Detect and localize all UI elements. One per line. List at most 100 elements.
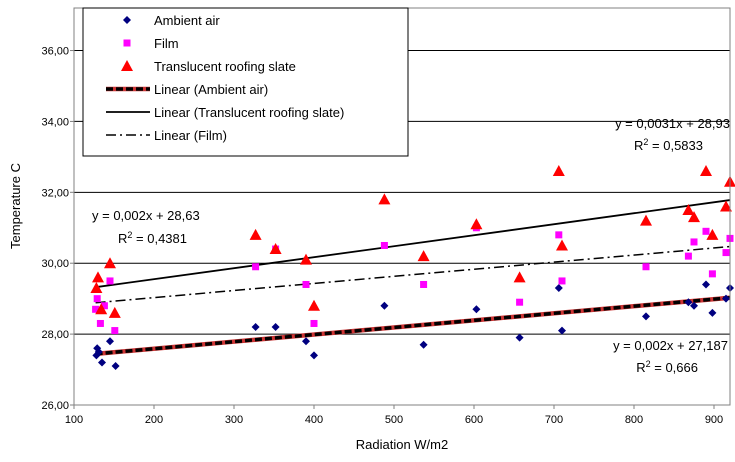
legend-label: Linear (Translucent roofing slate) bbox=[154, 105, 344, 120]
annotation-film-r2-label: R bbox=[118, 231, 127, 246]
data-point-triangle bbox=[308, 299, 320, 311]
annotation-film-eq: y = 0,002x + 28,63 bbox=[92, 208, 200, 223]
data-point-square bbox=[516, 298, 524, 306]
legend-label: Linear (Ambient air) bbox=[154, 82, 268, 97]
data-point-triangle bbox=[706, 228, 719, 240]
x-tick-label: 300 bbox=[225, 414, 243, 426]
annotation-ambient-eq: y = 0,002x + 27,187 bbox=[613, 338, 728, 353]
data-point-triangle bbox=[552, 165, 565, 177]
legend: Ambient air Film Translucent roofing slate… bbox=[82, 7, 409, 157]
data-point-triangle bbox=[90, 282, 103, 294]
data-point-diamond bbox=[419, 340, 428, 349]
data-point-square bbox=[380, 241, 388, 249]
data-point-diamond bbox=[708, 308, 717, 317]
data-point-square bbox=[684, 252, 692, 260]
data-point-triangle bbox=[417, 250, 430, 262]
data-point-diamond bbox=[98, 358, 106, 367]
data-point-triangle bbox=[720, 200, 732, 212]
y-axis-title: Temperature C bbox=[8, 163, 23, 249]
data-point-diamond bbox=[251, 323, 260, 332]
data-point-triangle bbox=[108, 306, 121, 318]
x-axis-ticks: 100 200 300 400 500 600 700 800 900 bbox=[65, 405, 723, 426]
data-point-square bbox=[92, 305, 100, 313]
data-point-diamond bbox=[302, 337, 310, 346]
data-point-square bbox=[252, 263, 260, 271]
legend-label: Film bbox=[154, 36, 179, 51]
data-point-triangle bbox=[513, 271, 526, 283]
annotation-ambient-r2-value: = 0,666 bbox=[651, 360, 698, 375]
legend-marker-diamond bbox=[123, 16, 131, 24]
data-point-square bbox=[111, 327, 119, 335]
data-point-diamond bbox=[684, 298, 693, 307]
legend-marker-triangle bbox=[121, 60, 133, 71]
annotation-ambient-r2: R2 = 0,666 bbox=[636, 359, 698, 375]
data-point-square bbox=[106, 277, 114, 285]
data-point-triangle bbox=[92, 271, 104, 283]
data-point-square bbox=[93, 295, 101, 303]
x-tick-label: 400 bbox=[305, 414, 323, 426]
y-tick-label: 34,00 bbox=[41, 116, 69, 128]
trendline-annotations: y = 0,0031x + 28,93 R2 = 0,5833 y = 0,00… bbox=[92, 116, 730, 375]
data-point-diamond bbox=[642, 312, 650, 321]
legend-label: Ambient air bbox=[154, 13, 220, 28]
data-point-square bbox=[690, 238, 698, 246]
y-tick-label: 30,00 bbox=[41, 258, 69, 270]
trendline-2 bbox=[95, 245, 731, 304]
y-tick-label: 26,00 bbox=[41, 400, 69, 412]
data-point-diamond bbox=[558, 326, 566, 335]
trendlines bbox=[95, 199, 731, 357]
y-tick-label: 28,00 bbox=[41, 329, 69, 341]
annotation-film-r2: R2 = 0,4381 bbox=[118, 230, 187, 246]
legend-label: Translucent roofing slate bbox=[154, 59, 296, 74]
data-point-triangle bbox=[104, 257, 116, 269]
annotation-film-r2-sup: 2 bbox=[127, 230, 132, 240]
data-point-square bbox=[558, 277, 566, 285]
data-point-diamond bbox=[380, 301, 389, 310]
data-point-diamond bbox=[690, 301, 698, 310]
trendline-0 bbox=[95, 295, 731, 356]
x-tick-label: 200 bbox=[145, 414, 163, 426]
data-point-square bbox=[420, 280, 428, 288]
data-point-diamond bbox=[702, 280, 710, 289]
x-tick-label: 500 bbox=[385, 414, 403, 426]
annotation-ambient-r2-label: R bbox=[636, 360, 645, 375]
trendline-1 bbox=[95, 199, 731, 289]
data-point-triangle bbox=[556, 239, 568, 251]
data-point-square bbox=[100, 302, 108, 310]
y-axis-ticks: 26,00 28,00 30,00 32,00 34,00 36,00 bbox=[41, 46, 74, 412]
x-axis-title: Radiation W/m2 bbox=[356, 437, 448, 452]
annotation-film-r2-value: = 0,4381 bbox=[132, 231, 187, 246]
data-point-triangle bbox=[269, 243, 282, 255]
data-point-square bbox=[310, 319, 318, 327]
legend-marker-square bbox=[123, 39, 131, 47]
data-point-triangle bbox=[700, 165, 712, 177]
data-point-triangle bbox=[300, 253, 312, 265]
data-point-square bbox=[96, 319, 104, 327]
data-point-triangle bbox=[470, 218, 483, 230]
data-point-square bbox=[555, 231, 563, 239]
annotation-slate-r2-label: R bbox=[634, 138, 643, 153]
data-point-square bbox=[702, 227, 710, 235]
x-tick-label: 900 bbox=[705, 414, 723, 426]
data-point-diamond bbox=[111, 362, 120, 371]
data-point-diamond bbox=[472, 305, 481, 314]
data-point-square bbox=[708, 270, 716, 278]
data-point-diamond bbox=[271, 323, 280, 332]
data-point-square bbox=[302, 280, 310, 288]
data-point-diamond bbox=[554, 284, 563, 293]
data-point-triangle bbox=[688, 211, 700, 223]
data-point-triangle bbox=[95, 303, 108, 315]
annotation-ambient-r2-sup: 2 bbox=[646, 359, 651, 369]
x-tick-label: 800 bbox=[625, 414, 643, 426]
data-point-diamond bbox=[515, 333, 524, 342]
data-point-triangle bbox=[682, 204, 695, 216]
x-tick-label: 100 bbox=[65, 414, 83, 426]
y-tick-label: 36,00 bbox=[41, 46, 69, 58]
y-tick-label: 32,00 bbox=[41, 187, 69, 199]
legend-box bbox=[82, 7, 409, 157]
data-point-diamond bbox=[722, 294, 730, 303]
data-point-triangle bbox=[640, 214, 652, 226]
data-point-triangle bbox=[249, 228, 262, 240]
data-point-diamond bbox=[94, 347, 103, 356]
